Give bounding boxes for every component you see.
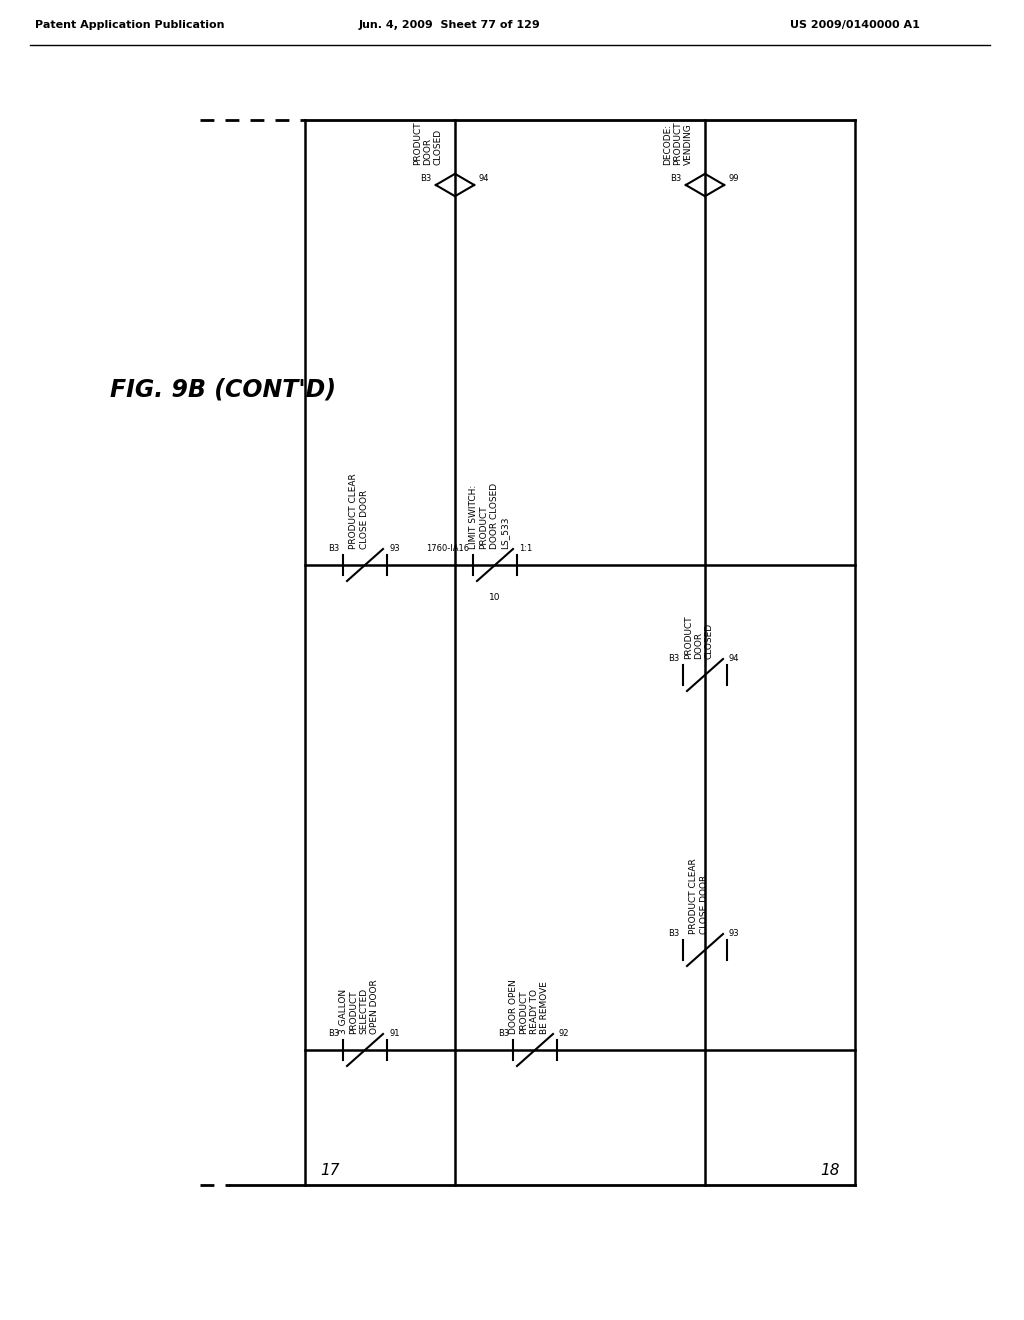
Text: 1:1: 1:1 xyxy=(519,544,532,553)
Text: DECODE:
PRODUCT
VENDING: DECODE: PRODUCT VENDING xyxy=(663,121,692,165)
Text: 10: 10 xyxy=(489,593,501,602)
Text: B3: B3 xyxy=(498,1030,509,1038)
Text: Jun. 4, 2009  Sheet 77 of 129: Jun. 4, 2009 Sheet 77 of 129 xyxy=(359,20,541,30)
Text: B3: B3 xyxy=(668,929,679,939)
Text: B3: B3 xyxy=(328,544,339,553)
Text: B3: B3 xyxy=(668,653,679,663)
Text: PRODUCT CLEAR
CLOSE DOOR: PRODUCT CLEAR CLOSE DOOR xyxy=(689,858,709,935)
Text: LIMIT SWITCH:
PRODUCT
DOOR CLOSED
LS_533: LIMIT SWITCH: PRODUCT DOOR CLOSED LS_533 xyxy=(469,483,509,549)
Text: 17: 17 xyxy=(319,1163,340,1177)
Text: B3: B3 xyxy=(421,174,432,183)
Text: 1760-IA16: 1760-IA16 xyxy=(426,544,469,553)
Text: B3: B3 xyxy=(328,1030,339,1038)
Text: 94: 94 xyxy=(729,653,739,663)
Text: 18: 18 xyxy=(820,1163,840,1177)
Text: 94: 94 xyxy=(478,174,488,183)
Text: B3: B3 xyxy=(671,174,682,183)
Text: 93: 93 xyxy=(729,929,739,939)
Text: 91: 91 xyxy=(389,1030,399,1038)
Text: 3 GALLON
PRODUCT
SELECTED
OPEN DOOR: 3 GALLON PRODUCT SELECTED OPEN DOOR xyxy=(339,979,379,1034)
Text: PRODUCT
DOOR
CLOSED: PRODUCT DOOR CLOSED xyxy=(684,615,714,659)
Text: 93: 93 xyxy=(389,544,399,553)
Text: PRODUCT
DOOR
CLOSED: PRODUCT DOOR CLOSED xyxy=(413,121,442,165)
Text: PRODUCT CLEAR
CLOSE DOOR: PRODUCT CLEAR CLOSE DOOR xyxy=(349,474,369,549)
Text: 92: 92 xyxy=(559,1030,569,1038)
Text: DOOR OPEN
PRODUCT
READY TO
BE REMOVE: DOOR OPEN PRODUCT READY TO BE REMOVE xyxy=(509,979,549,1034)
Text: US 2009/0140000 A1: US 2009/0140000 A1 xyxy=(791,20,920,30)
Text: 99: 99 xyxy=(728,174,738,183)
Text: FIG. 9B (CONT'D): FIG. 9B (CONT'D) xyxy=(110,378,336,403)
Text: Patent Application Publication: Patent Application Publication xyxy=(35,20,224,30)
